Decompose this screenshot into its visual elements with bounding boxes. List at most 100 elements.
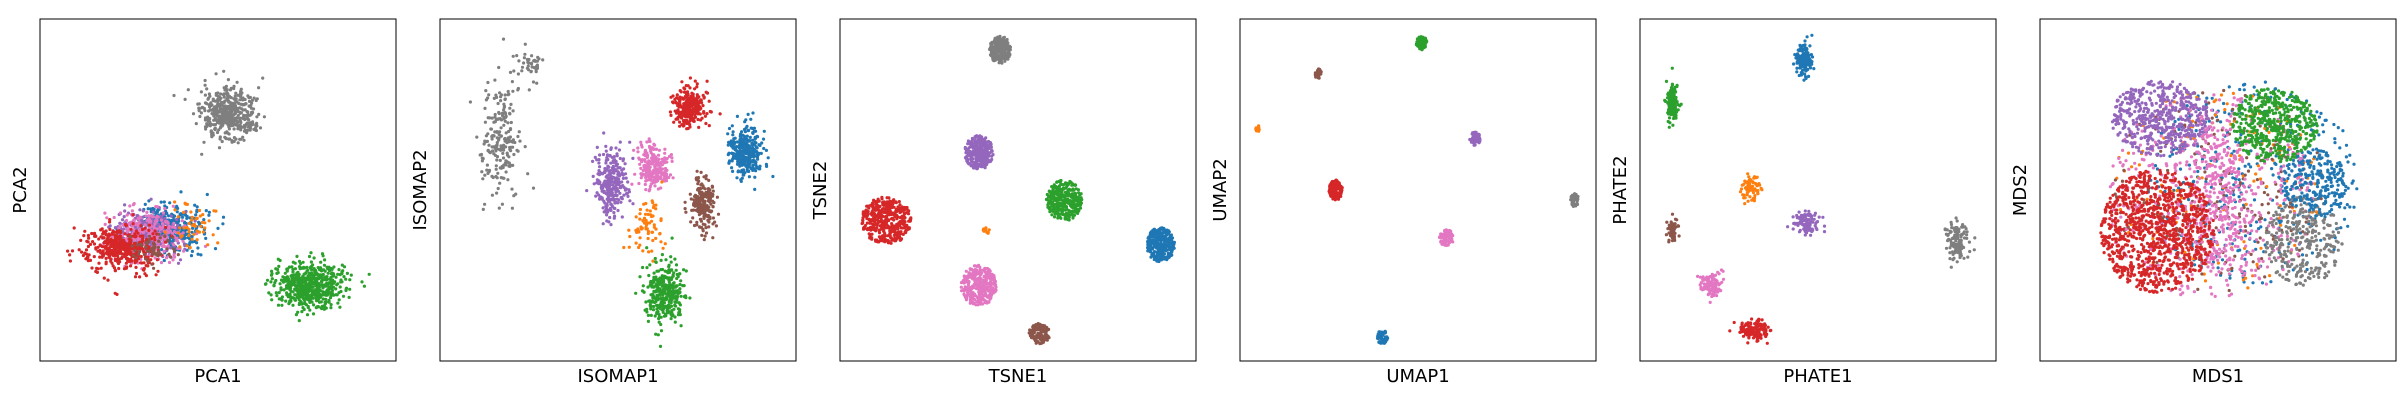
data-point	[676, 307, 681, 311]
data-point	[992, 59, 996, 63]
data-point	[504, 131, 508, 135]
data-point	[164, 240, 168, 244]
data-point	[113, 258, 117, 263]
data-point	[103, 222, 107, 226]
data-point	[98, 255, 102, 259]
data-point	[621, 159, 625, 163]
data-point	[659, 218, 663, 223]
data-point	[210, 112, 214, 116]
data-point	[182, 249, 186, 253]
data-point	[330, 267, 334, 271]
data-point	[702, 238, 706, 242]
data-point	[171, 258, 175, 262]
data-point	[644, 179, 648, 183]
data-point	[164, 220, 168, 224]
data-point	[662, 158, 666, 162]
data-point	[642, 164, 646, 168]
data-point	[698, 201, 702, 205]
data-point	[468, 100, 472, 104]
data-point	[131, 213, 135, 217]
data-point	[531, 80, 536, 84]
data-point	[702, 199, 706, 203]
data-point	[80, 250, 84, 254]
data-point	[663, 283, 668, 287]
data-point	[695, 220, 699, 224]
data-point	[204, 236, 208, 240]
data-point	[236, 126, 240, 130]
data-point	[668, 268, 672, 272]
data-point	[306, 305, 310, 310]
data-point	[160, 248, 164, 252]
data-point	[707, 99, 711, 103]
data-point	[274, 278, 278, 283]
data-point	[671, 101, 676, 105]
data-point	[159, 200, 163, 204]
data-point	[710, 193, 714, 197]
data-point	[66, 249, 70, 253]
data-point	[286, 286, 290, 290]
data-point	[250, 101, 254, 105]
y-axis-label: PCA2	[10, 166, 31, 213]
data-point	[711, 189, 715, 193]
data-point	[1007, 45, 1011, 49]
data-point	[193, 224, 197, 228]
data-point	[673, 97, 677, 101]
data-point	[227, 118, 231, 122]
data-point	[527, 88, 531, 92]
data-point	[138, 275, 142, 279]
data-point	[615, 193, 619, 197]
data-point	[731, 130, 735, 134]
data-point	[617, 148, 622, 152]
data-point	[190, 240, 195, 244]
data-point	[645, 154, 650, 158]
data-point	[486, 80, 490, 85]
data-point	[502, 105, 506, 109]
data-point	[654, 227, 658, 231]
data-point	[738, 139, 742, 144]
data-point	[181, 231, 185, 235]
data-point	[684, 84, 688, 88]
data-point	[138, 234, 142, 238]
data-point	[703, 209, 707, 213]
data-point	[483, 173, 487, 177]
data-point	[517, 130, 521, 134]
data-point	[197, 109, 201, 113]
data-point	[195, 205, 199, 209]
data-point	[640, 173, 644, 177]
data-point	[530, 65, 534, 69]
data-point	[156, 222, 160, 227]
data-point	[651, 205, 656, 210]
data-point	[141, 220, 145, 224]
data-point	[121, 247, 126, 251]
data-point	[764, 148, 769, 152]
data-point	[236, 93, 240, 97]
data-point	[512, 69, 516, 73]
data-point	[657, 153, 661, 157]
data-point	[167, 260, 172, 265]
data-point	[166, 244, 170, 248]
data-point	[743, 120, 747, 124]
data-point	[697, 95, 701, 99]
data-point	[330, 278, 335, 282]
data-point	[735, 176, 739, 180]
data-point	[749, 150, 753, 154]
data-point	[730, 166, 734, 170]
data-point	[622, 245, 626, 250]
data-point	[631, 202, 635, 206]
data-point	[741, 172, 746, 176]
data-point	[493, 78, 497, 82]
data-point	[680, 80, 684, 84]
data-point	[653, 256, 657, 261]
data-point	[367, 272, 371, 276]
data-point	[246, 125, 251, 129]
data-point	[99, 228, 103, 232]
data-point	[689, 220, 693, 224]
data-point	[206, 97, 210, 101]
data-point	[738, 162, 742, 167]
data-point	[762, 146, 766, 151]
data-point	[202, 218, 206, 222]
data-point	[107, 232, 111, 236]
data-point	[134, 253, 138, 257]
data-point	[152, 241, 156, 245]
data-point	[688, 192, 692, 196]
